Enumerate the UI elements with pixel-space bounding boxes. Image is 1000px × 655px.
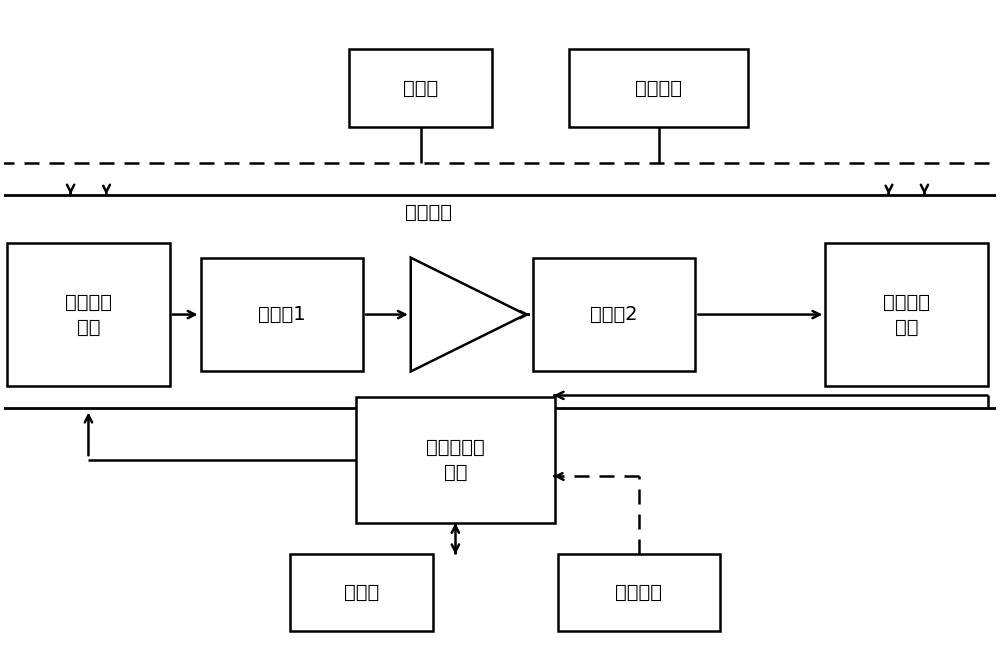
Text: 待测器件: 待测器件 xyxy=(405,203,452,222)
Text: 模拟电源: 模拟电源 xyxy=(635,79,682,98)
FancyBboxPatch shape xyxy=(356,397,555,523)
FancyBboxPatch shape xyxy=(533,257,695,371)
Text: 衰减器2: 衰减器2 xyxy=(590,305,638,324)
FancyBboxPatch shape xyxy=(349,49,492,127)
Text: 上位机: 上位机 xyxy=(344,583,379,602)
FancyBboxPatch shape xyxy=(825,244,988,386)
FancyBboxPatch shape xyxy=(7,244,170,386)
Text: 数模转换
器件: 数模转换 器件 xyxy=(65,293,112,337)
Text: 数字电源: 数字电源 xyxy=(615,583,662,602)
Text: 可编程逻辑
器件: 可编程逻辑 器件 xyxy=(426,438,485,482)
FancyBboxPatch shape xyxy=(569,49,748,127)
Text: 衰减器1: 衰减器1 xyxy=(258,305,306,324)
FancyBboxPatch shape xyxy=(201,257,363,371)
FancyBboxPatch shape xyxy=(558,554,720,631)
Text: 时钟源: 时钟源 xyxy=(403,79,438,98)
FancyBboxPatch shape xyxy=(290,554,433,631)
Text: 模数转换
器件: 模数转换 器件 xyxy=(883,293,930,337)
